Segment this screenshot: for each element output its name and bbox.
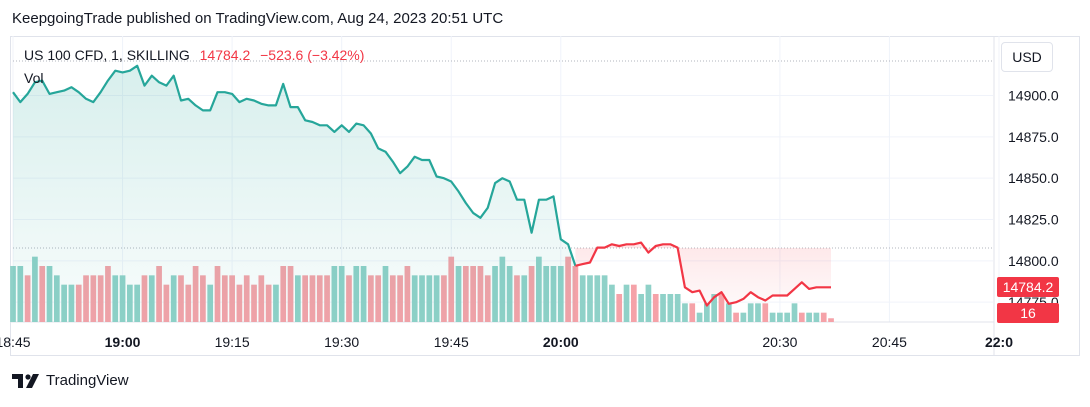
footer-brand-label: TradingView [46,372,129,389]
volume-bar [704,303,710,322]
volume-bar [762,303,769,322]
volume-bar [784,312,791,322]
volume-bar [623,284,630,322]
symbol-label: US 100 CFD, 1, SKILLING [24,47,190,63]
tradingview-logo-icon [12,373,39,388]
volume-bar [711,294,718,322]
volume-bar [674,294,681,322]
x-tick-label: 19:15 [215,334,250,350]
footer-brand[interactable]: TradingView [12,372,129,389]
price-change-value: −523.6 (−3.42%) [260,47,365,63]
volume-bar [609,284,615,322]
x-tick-label: 20:00 [543,334,579,350]
price-area-down [575,242,831,306]
volume-bar [828,318,834,322]
volume-bar [740,312,747,322]
volume-bar [616,294,623,322]
price-line-down [575,241,831,307]
x-tick-label: 18:45 [0,334,31,350]
chart-frame [10,36,1080,356]
volume-bar [769,312,776,322]
last-price-value: 14784.2 [199,47,251,63]
chart-legend: US 100 CFD, 1, SKILLING 14784.2 −523.6 (… [24,47,364,63]
volume-bar [777,312,783,322]
current-price-tag: 14784.2 [997,276,1059,297]
volume-bar [791,303,798,322]
volume-bar [747,303,754,322]
volume-bar [755,303,761,322]
volume-bar [660,294,666,322]
volume-bar [587,275,593,322]
y-tick-label: 14900.0 [1008,88,1059,104]
x-tick-label: 19:00 [105,334,141,350]
price-area-up [13,65,576,323]
volume-bar [594,275,601,322]
x-tick-label: 19:30 [324,334,359,350]
volume-bar [638,294,644,322]
price-line [12,64,831,307]
price-area [13,65,831,323]
x-tick-label: 19:45 [434,334,469,350]
volume-bar [733,312,739,322]
volume-label: Vol [24,70,44,86]
volume-bar [630,284,637,322]
volume-bar [652,294,659,322]
currency-button[interactable]: USD [1001,42,1053,72]
volume-bar [689,303,696,322]
y-tick-label: 14850.0 [1008,170,1059,186]
volume-bar [667,294,674,322]
x-tick-label: 22:0 [985,334,1013,350]
volume-bar [813,312,820,322]
volume-bar [645,284,652,322]
volume-bar [806,312,812,322]
volume-bar [725,303,732,322]
volume-bar [696,312,703,322]
y-tick-label: 14800.0 [1008,253,1059,269]
volume-bar [601,275,608,322]
y-tick-label: 14825.0 [1008,212,1059,228]
volume-bar [682,303,688,322]
volume-bar [820,312,827,322]
x-tick-label: 20:30 [762,334,797,350]
volume-bar [798,312,805,322]
publisher-header: KeepgoingTrade published on TradingView.… [12,10,504,27]
current-volume-tag: 16 [997,303,1059,323]
volume-bar [579,275,586,322]
x-tick-label: 20:45 [872,334,907,350]
price-line-up [12,64,577,267]
x-axis[interactable]: 18:45 19:00 19:15 19:30 19:45 20:00 20:30 20:45… [0,334,1013,350]
y-tick-label: 14875.0 [1008,129,1059,145]
volume-bar [718,294,725,322]
